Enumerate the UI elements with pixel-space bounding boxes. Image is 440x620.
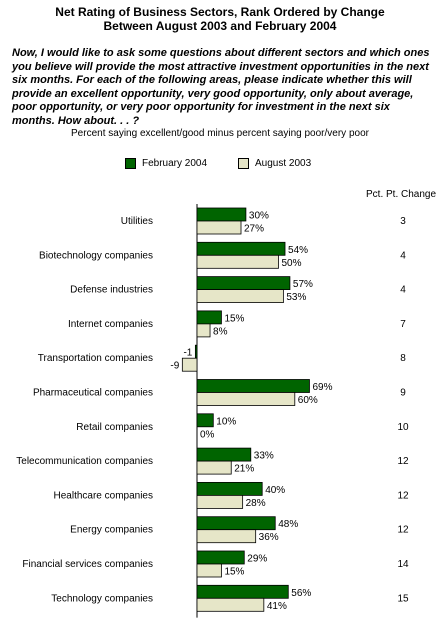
bar-february-2004-internet-companies bbox=[196, 310, 222, 325]
bar-august-2003-healthcare-companies bbox=[196, 494, 244, 509]
change-value-utilities: 3 bbox=[400, 216, 406, 227]
value-label-february-2004-healthcare-companies: 40% bbox=[265, 485, 285, 496]
change-value-pharmaceutical-companies: 9 bbox=[400, 388, 406, 399]
legend-item-august-2003: August 2003 bbox=[238, 158, 311, 169]
bar-august-2003-transportation-companies bbox=[181, 357, 198, 372]
bar-february-2004-financial-services-companies bbox=[196, 550, 245, 565]
category-label-financial-services-companies: Financial services companies bbox=[22, 559, 153, 570]
change-value-technology-companies: 15 bbox=[397, 593, 409, 604]
value-label-february-2004-internet-companies: 15% bbox=[224, 313, 244, 324]
change-column-header: Pct. Pt. Change bbox=[366, 189, 437, 200]
change-value-internet-companies: 7 bbox=[400, 319, 406, 330]
value-label-february-2004-energy-companies: 48% bbox=[278, 519, 298, 530]
change-value-telecommunication-companies: 12 bbox=[397, 456, 409, 467]
value-label-august-2003-healthcare-companies: 28% bbox=[246, 498, 266, 509]
value-label-august-2003-biotechnology-companies: 50% bbox=[282, 258, 302, 269]
bar-february-2004-pharmaceutical-companies bbox=[196, 379, 310, 393]
category-label-pharmaceutical-companies: Pharmaceutical companies bbox=[33, 388, 153, 399]
category-label-telecommunication-companies: Telecommunication companies bbox=[16, 456, 153, 467]
category-label-healthcare-companies: Healthcare companies bbox=[54, 490, 154, 501]
bar-august-2003-utilities bbox=[196, 220, 242, 235]
bar-february-2004-energy-companies bbox=[196, 516, 276, 531]
category-label-technology-companies: Technology companies bbox=[51, 593, 153, 604]
bar-february-2004-healthcare-companies bbox=[196, 481, 263, 496]
bar-february-2004-telecommunication-companies bbox=[196, 447, 252, 462]
bar-february-2004-retail-companies bbox=[196, 413, 214, 428]
bar-february-2004-utilities bbox=[196, 207, 247, 222]
category-label-utilities: Utilities bbox=[121, 216, 153, 227]
value-label-february-2004-financial-services-companies: 29% bbox=[247, 554, 267, 565]
value-label-february-2004-utilities: 30% bbox=[249, 211, 269, 222]
value-label-february-2004-transportation-companies: -1 bbox=[183, 348, 192, 359]
change-value-energy-companies: 12 bbox=[397, 525, 409, 536]
change-value-transportation-companies: 8 bbox=[400, 353, 406, 364]
value-label-august-2003-transportation-companies: -9 bbox=[170, 361, 179, 372]
value-label-february-2004-pharmaceutical-companies: 69% bbox=[312, 382, 332, 393]
bar-august-2003-technology-companies bbox=[196, 597, 265, 612]
value-label-august-2003-defense-industries: 53% bbox=[286, 292, 306, 303]
legend: February 2004 August 2003 bbox=[0, 158, 440, 174]
bar-august-2003-pharmaceutical-companies bbox=[196, 392, 296, 406]
survey-question: Now, I would like to ask some questions … bbox=[12, 47, 430, 127]
chart-title-line-2: Between August 2003 and February 2004 bbox=[103, 19, 337, 33]
category-label-defense-industries: Defense industries bbox=[70, 285, 153, 296]
value-label-august-2003-energy-companies: 36% bbox=[259, 532, 279, 543]
value-label-august-2003-pharmaceutical-companies: 60% bbox=[298, 395, 318, 406]
value-label-february-2004-defense-industries: 57% bbox=[293, 279, 313, 290]
chart-title-line-1: Net Rating of Business Sectors, Rank Ord… bbox=[55, 5, 385, 19]
change-value-financial-services-companies: 14 bbox=[397, 559, 409, 570]
value-label-august-2003-financial-services-companies: 15% bbox=[224, 567, 244, 578]
chart-title: Net Rating of Business Sectors, Rank Ord… bbox=[0, 5, 440, 33]
value-label-february-2004-biotechnology-companies: 54% bbox=[288, 245, 308, 256]
value-label-august-2003-technology-companies: 41% bbox=[267, 601, 287, 612]
bar-february-2004-transportation-companies bbox=[194, 344, 198, 359]
bar-august-2003-defense-industries bbox=[196, 289, 284, 304]
change-value-retail-companies: 10 bbox=[397, 422, 409, 433]
legend-label-august-2003: August 2003 bbox=[255, 158, 312, 169]
legend-swatch-february-2004 bbox=[125, 158, 136, 169]
legend-item-february-2004: February 2004 bbox=[125, 158, 207, 169]
change-value-defense-industries: 4 bbox=[400, 285, 406, 296]
bar-august-2003-biotechnology-companies bbox=[196, 254, 279, 269]
value-label-august-2003-utilities: 27% bbox=[244, 224, 264, 235]
value-label-february-2004-telecommunication-companies: 33% bbox=[254, 451, 274, 462]
change-value-healthcare-companies: 12 bbox=[397, 490, 409, 501]
bar-august-2003-internet-companies bbox=[196, 323, 211, 338]
legend-label-february-2004: February 2004 bbox=[142, 158, 208, 169]
change-value-biotechnology-companies: 4 bbox=[400, 250, 406, 261]
category-label-biotechnology-companies: Biotechnology companies bbox=[39, 250, 153, 261]
category-label-transportation-companies: Transportation companies bbox=[38, 353, 153, 364]
value-label-august-2003-telecommunication-companies: 21% bbox=[234, 464, 254, 475]
value-label-february-2004-technology-companies: 56% bbox=[291, 588, 311, 599]
category-label-internet-companies: Internet companies bbox=[68, 319, 153, 330]
bar-august-2003-energy-companies bbox=[196, 529, 257, 544]
bar-february-2004-defense-industries bbox=[196, 276, 291, 291]
bar-august-2003-financial-services-companies bbox=[196, 563, 222, 578]
category-label-retail-companies: Retail companies bbox=[76, 422, 153, 433]
bar-february-2004-technology-companies bbox=[196, 584, 289, 599]
chart-subtitle: Percent saying excellent/good minus perc… bbox=[71, 128, 369, 139]
value-label-august-2003-retail-companies: 0% bbox=[200, 429, 215, 440]
bar-february-2004-biotechnology-companies bbox=[196, 241, 286, 256]
legend-swatch-august-2003 bbox=[238, 158, 249, 169]
category-label-energy-companies: Energy companies bbox=[70, 525, 153, 536]
value-label-august-2003-internet-companies: 8% bbox=[213, 326, 228, 337]
value-label-february-2004-retail-companies: 10% bbox=[216, 416, 236, 427]
bar-august-2003-telecommunication-companies bbox=[196, 460, 232, 475]
